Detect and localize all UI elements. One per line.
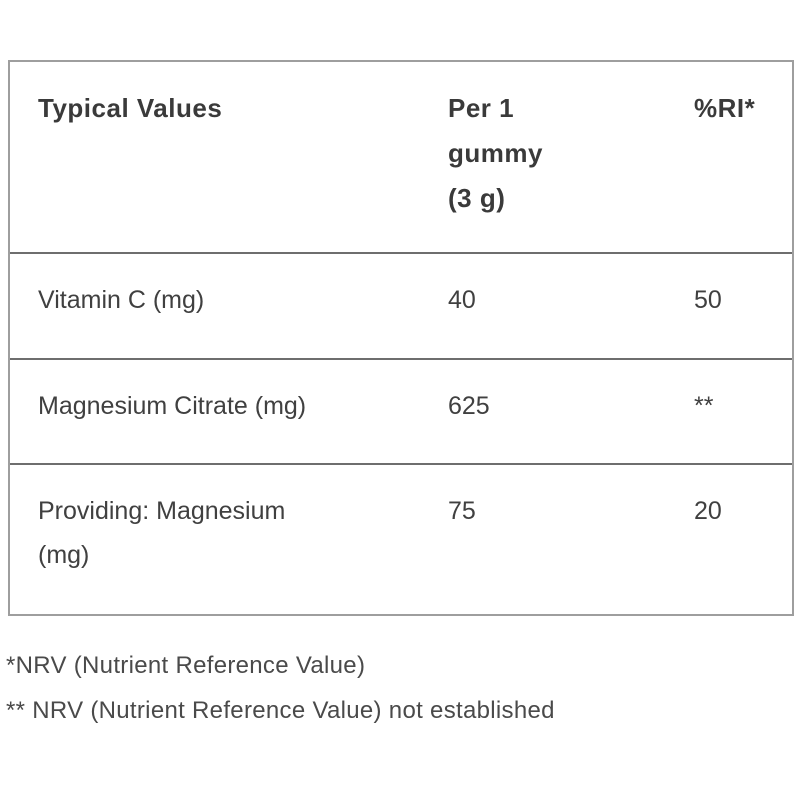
column-header-per-gummy: Per 1 gummy (3 g) [448,93,543,213]
table-header-row: Typical Values Per 1 gummy (3 g) %RI* [10,62,792,252]
nutrient-amount: 625 [448,392,490,420]
table-row-providing-magnesium: Providing: Magnesium (mg) 75 20 [10,463,792,614]
table-row-magnesium-citrate: Magnesium Citrate (mg) 625 ** [10,358,792,463]
nutrient-ri: 50 [694,286,722,314]
table-row-vitamin-c: Vitamin C (mg) 40 50 [10,252,792,358]
nutrition-table: Typical Values Per 1 gummy (3 g) %RI* Vi… [8,60,794,616]
nutrient-name: Magnesium Citrate (mg) [38,392,307,420]
column-header-typical-values: Typical Values [38,93,223,123]
nutrient-ri: 20 [694,497,722,525]
footnote-nrv: *NRV (Nutrient Reference Value) [6,652,366,679]
nutrient-amount: 75 [448,497,476,525]
nutrient-ri: ** [694,392,714,420]
column-header-ri: %RI* [694,93,756,123]
footnotes: *NRV (Nutrient Reference Value) ** NRV (… [6,643,796,733]
footnote-nrv-not-established: ** NRV (Nutrient Reference Value) not es… [6,697,555,724]
nutrient-name: Vitamin C (mg) [38,286,205,314]
nutrient-amount: 40 [448,286,476,314]
nutrient-name: Providing: Magnesium (mg) [38,497,286,569]
